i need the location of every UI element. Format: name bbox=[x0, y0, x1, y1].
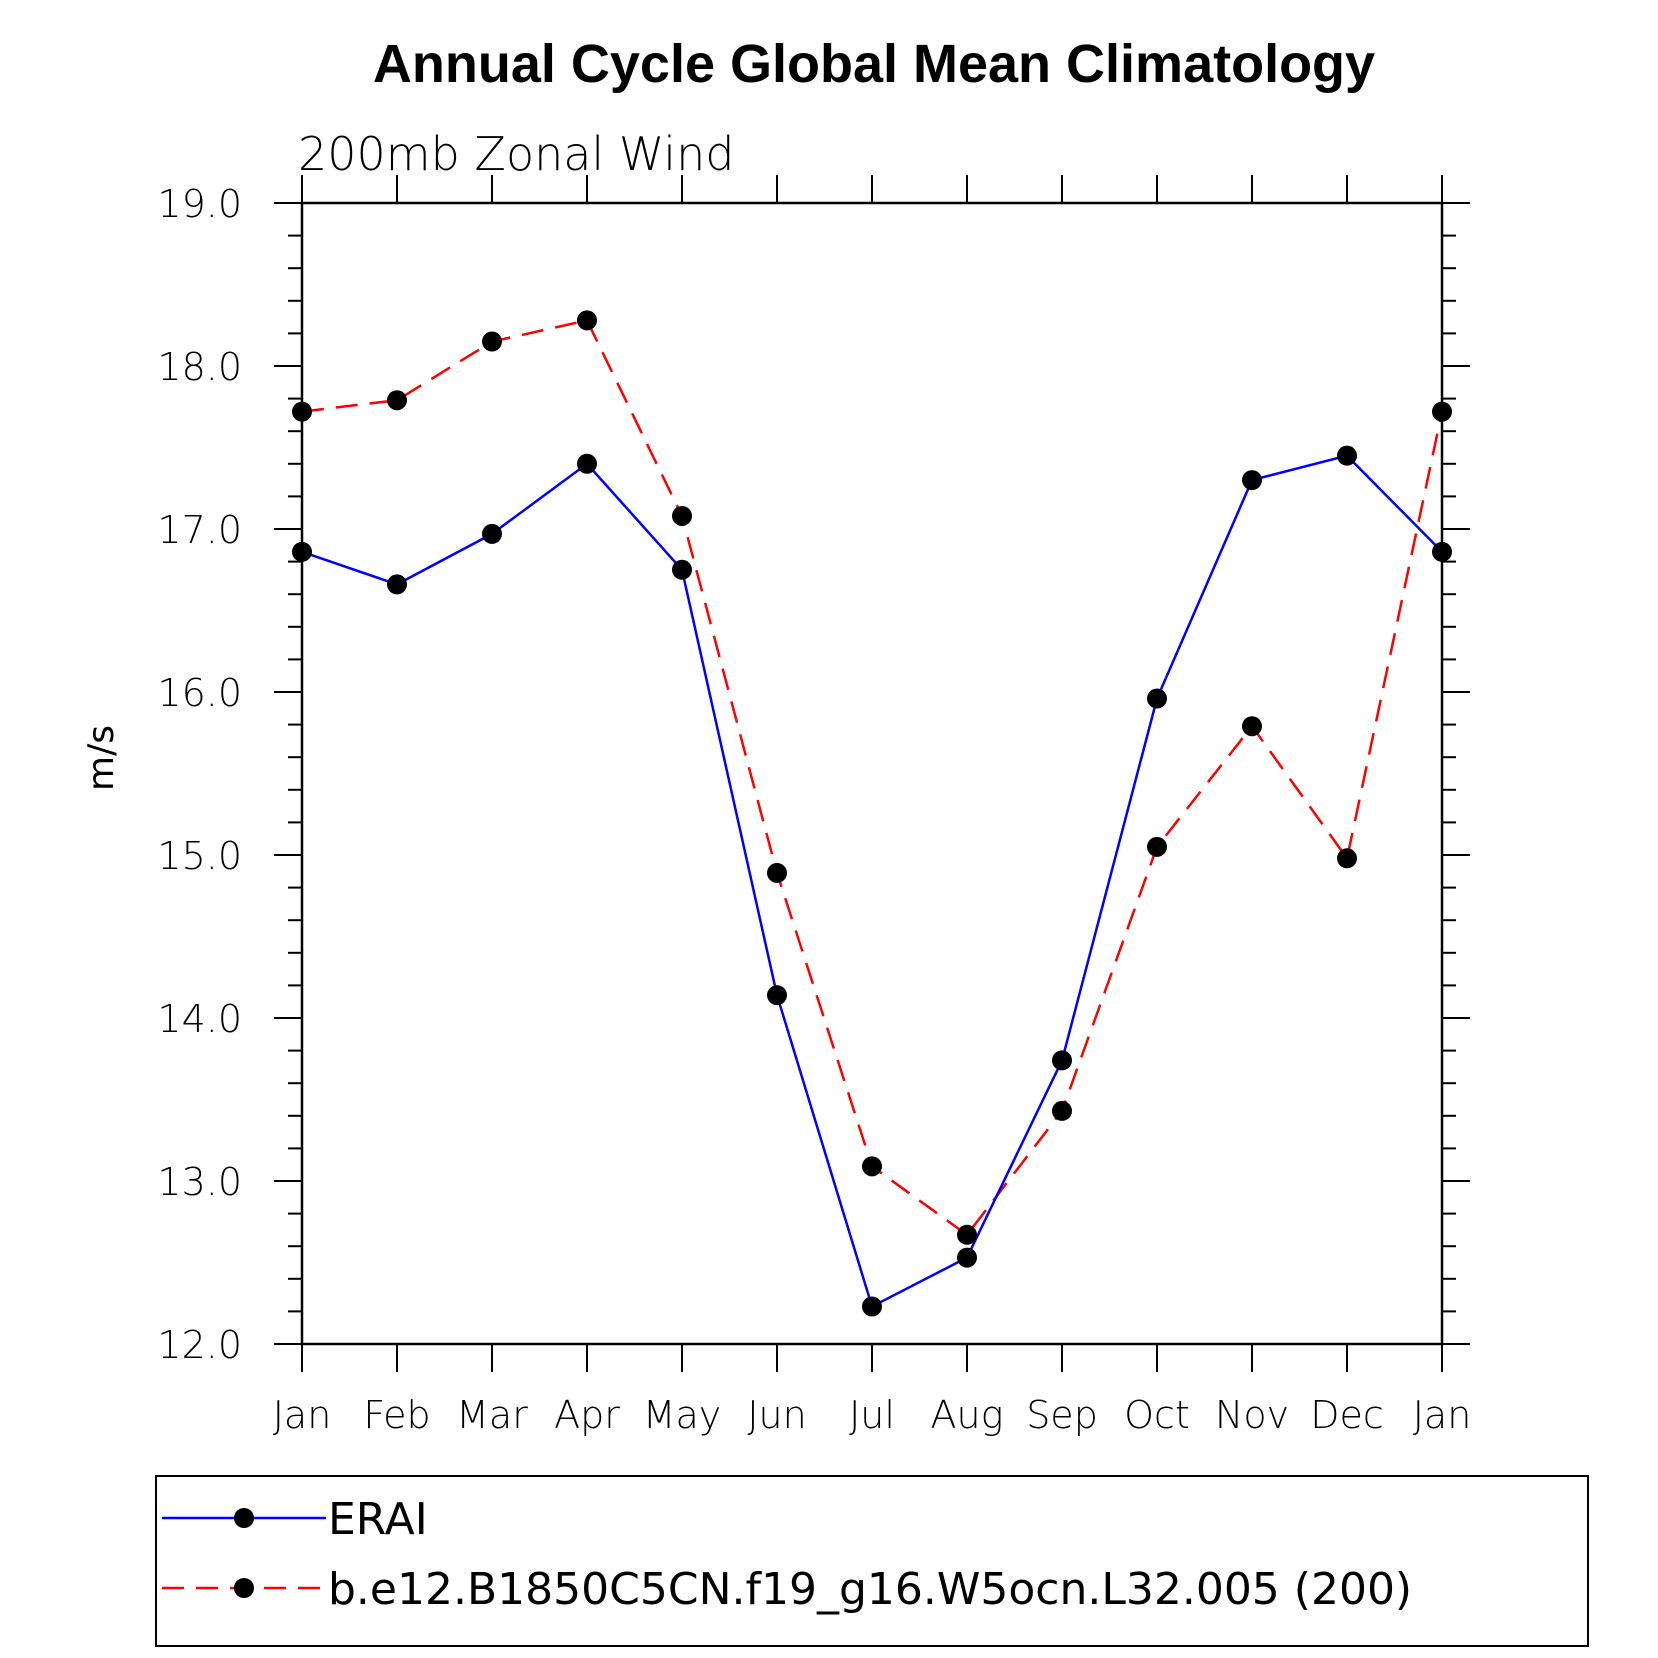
axes: 12.0 13.0 14.0 15.0 16.0 17.0 18.0 19.0 Jan Feb Ma… bbox=[157, 175, 1471, 1437]
data-point bbox=[862, 1156, 882, 1177]
data-point bbox=[957, 1247, 977, 1268]
data-point bbox=[482, 331, 502, 352]
data-point bbox=[1242, 716, 1262, 737]
data-point bbox=[672, 559, 692, 580]
series-line bbox=[301, 454, 1443, 1309]
x-tick-label: Feb bbox=[363, 1393, 430, 1437]
data-point bbox=[1432, 401, 1452, 422]
x-tick-label: Jul bbox=[849, 1393, 895, 1437]
y-tick-label: 15.0 bbox=[157, 834, 242, 878]
data-point bbox=[767, 985, 787, 1006]
y-tick-label: 14.0 bbox=[157, 997, 242, 1041]
y-tick-label: 13.0 bbox=[157, 1160, 242, 1204]
y-tick-label: 16.0 bbox=[157, 671, 242, 715]
legend-marker bbox=[234, 1578, 254, 1598]
legend: ERAI b.e12.B1850C5CN.f19_g16.W5ocn.L32.00… bbox=[162, 1494, 1412, 1615]
chart-title: Annual Cycle Global Mean Climatology bbox=[373, 34, 1375, 94]
x-tick-label: Oct bbox=[1124, 1393, 1190, 1437]
data-point bbox=[1052, 1100, 1072, 1121]
data-point bbox=[1432, 541, 1452, 562]
x-tick-label: Aug bbox=[931, 1393, 1004, 1437]
data-point bbox=[577, 310, 597, 331]
y-tick-label: 12.0 bbox=[157, 1323, 242, 1367]
data-point bbox=[1242, 470, 1262, 491]
data-point bbox=[387, 574, 407, 595]
legend-label: b.e12.B1850C5CN.f19_g16.W5ocn.L32.005 (2… bbox=[328, 1564, 1412, 1615]
data-point bbox=[292, 541, 312, 562]
data-point bbox=[292, 401, 312, 422]
data-point bbox=[672, 505, 692, 526]
chart-subtitle: 200mb Zonal Wind bbox=[298, 127, 734, 181]
data-point bbox=[1147, 836, 1167, 857]
series-layer bbox=[292, 310, 1452, 1317]
x-tick-label: Sep bbox=[1026, 1393, 1098, 1437]
y-tick-label: 19.0 bbox=[157, 182, 242, 226]
y-tick-label: 17.0 bbox=[157, 508, 242, 552]
x-tick-label: Jan bbox=[1413, 1393, 1472, 1437]
data-point bbox=[957, 1224, 977, 1245]
x-tick-label: Jan bbox=[273, 1393, 332, 1437]
x-tick-label: Nov bbox=[1215, 1393, 1289, 1437]
y-axis-label: m/s bbox=[81, 725, 122, 791]
legend-marker bbox=[234, 1508, 254, 1528]
y-tick-label: 18.0 bbox=[157, 345, 242, 389]
x-tick-label: Dec bbox=[1310, 1393, 1384, 1437]
data-point bbox=[862, 1296, 882, 1317]
data-point bbox=[1147, 688, 1167, 709]
legend-box bbox=[155, 1475, 1589, 1647]
data-point bbox=[1337, 848, 1357, 869]
x-tick-label: Jun bbox=[747, 1393, 806, 1437]
x-tick-label: Apr bbox=[554, 1393, 620, 1437]
data-point bbox=[1052, 1050, 1072, 1071]
data-point bbox=[767, 862, 787, 883]
data-point bbox=[577, 453, 597, 474]
data-point bbox=[1337, 445, 1357, 466]
series-line bbox=[301, 318, 1444, 1237]
x-tick-label: May bbox=[643, 1393, 722, 1437]
data-point bbox=[387, 390, 407, 411]
legend-label: ERAI bbox=[328, 1494, 428, 1545]
data-point bbox=[482, 523, 502, 544]
x-tick-label: Mar bbox=[456, 1393, 528, 1437]
